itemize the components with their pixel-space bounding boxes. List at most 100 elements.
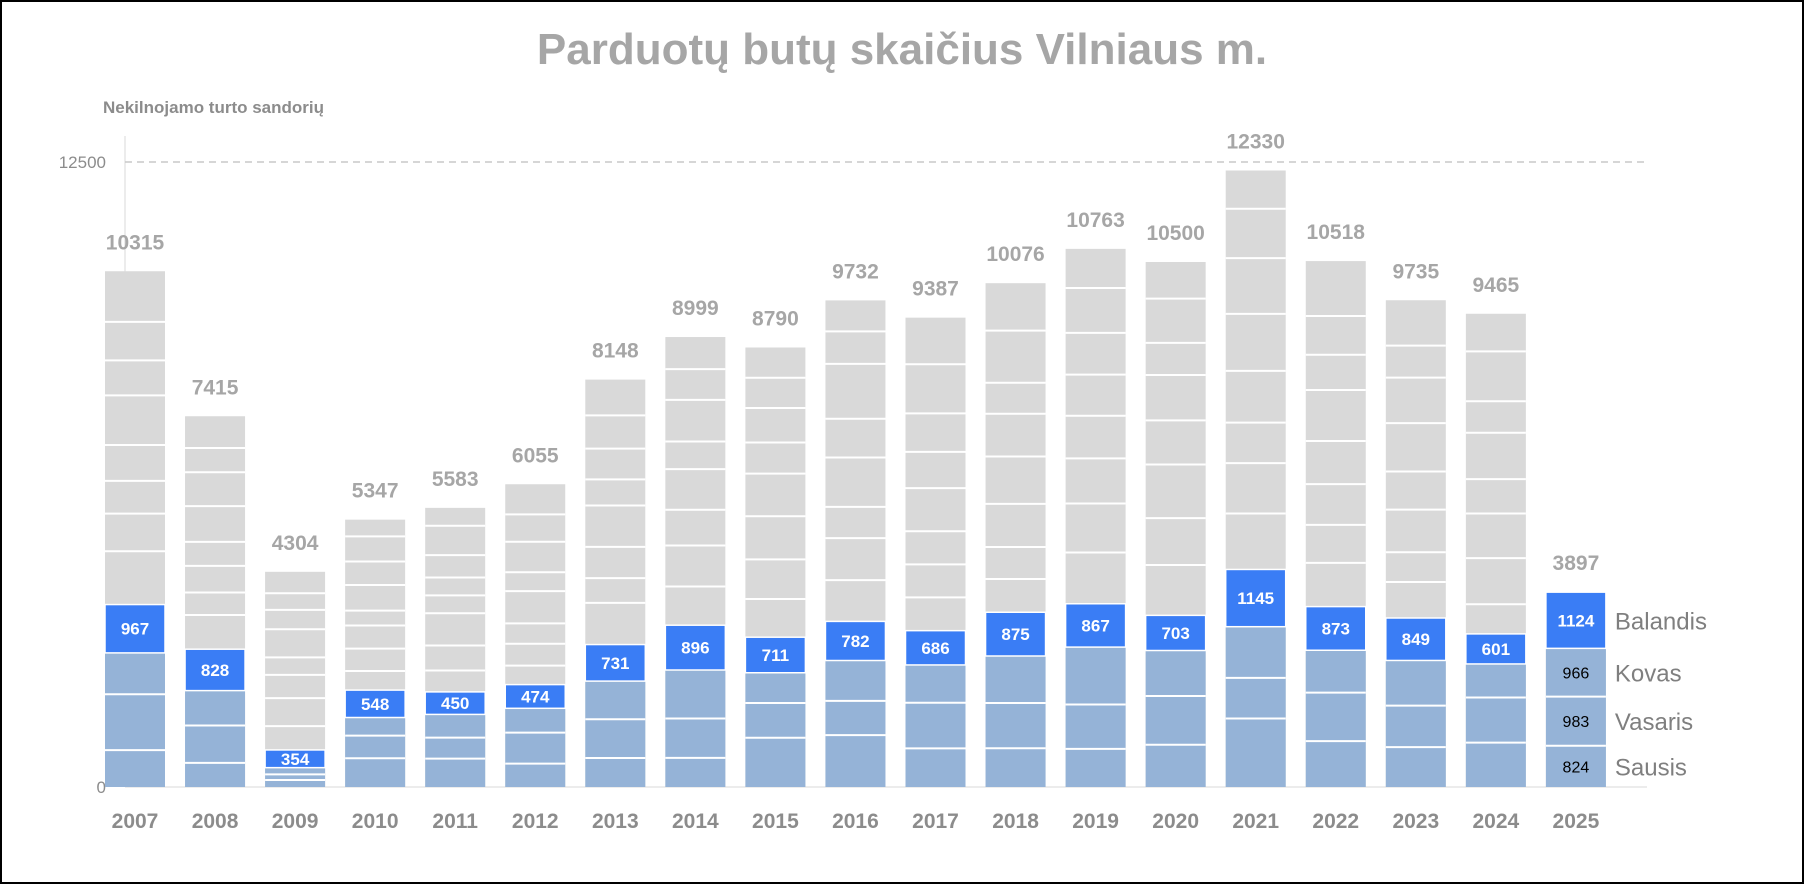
total-data-label: 4304 [272, 532, 319, 555]
total-data-label: 8148 [592, 340, 639, 363]
total-data-label: 9387 [912, 278, 959, 301]
bar-q1 [1145, 650, 1206, 787]
balandis-data-label: 849 [1402, 630, 1430, 649]
bar-q1 [905, 664, 966, 787]
bar-balandis [904, 629, 967, 666]
total-data-label: 12330 [1226, 131, 1284, 154]
x-tick-label: 2014 [672, 810, 719, 833]
bar-q1 [1385, 660, 1446, 787]
x-tick-label: 2013 [592, 810, 639, 833]
x-tick-label: 2022 [1312, 810, 1359, 833]
balandis-data-label: 601 [1482, 640, 1510, 659]
balandis-data-label: 703 [1161, 624, 1189, 643]
balandis-data-label: 828 [201, 661, 229, 680]
bar-q1 [1305, 650, 1366, 787]
month-data-label: 983 [1563, 714, 1590, 731]
y-axis-label: Nekilnojamo turto sandorių [103, 98, 324, 117]
x-tick-label: 2021 [1232, 810, 1279, 833]
bar-balandis [984, 611, 1047, 657]
legend-label-sausis: Sausis [1615, 754, 1687, 781]
x-tick-label: 2025 [1553, 810, 1600, 833]
x-tick-label: 2007 [112, 810, 159, 833]
bar-balandis [344, 689, 406, 719]
total-data-label: 6055 [512, 444, 559, 467]
bar-balandis [1465, 633, 1527, 665]
x-tick-label: 2016 [832, 810, 879, 833]
balandis-data-label: 896 [681, 639, 709, 658]
total-data-label: 10315 [106, 231, 165, 254]
balandis-data-label: 731 [601, 654, 629, 673]
legend-label-vasaris: Vasaris [1615, 709, 1693, 736]
total-data-label: 10518 [1307, 221, 1366, 244]
bar-balandis [104, 603, 166, 654]
bar-q1 [1225, 626, 1286, 787]
bar-balandis [264, 749, 326, 769]
total-data-label: 7415 [192, 376, 239, 399]
x-tick-label: 2011 [432, 810, 478, 833]
balandis-data-label: 782 [841, 632, 869, 651]
bar-balandis [824, 620, 887, 662]
balandis-data-label: 875 [1001, 625, 1029, 644]
total-data-label: 3897 [1553, 552, 1600, 575]
balandis-data-label: 711 [762, 646, 789, 665]
balandis-data-label: 867 [1081, 616, 1109, 635]
bar-balandis [1064, 603, 1127, 648]
balandis-data-label: 1124 [1557, 611, 1594, 630]
x-tick-label: 2020 [1152, 810, 1199, 833]
total-data-label: 8999 [672, 297, 719, 320]
total-data-label: 8790 [752, 308, 799, 331]
bar-balandis [424, 691, 486, 716]
balandis-data-label: 967 [121, 620, 149, 639]
x-tick-label: 2015 [752, 810, 799, 833]
total-data-label: 5583 [432, 468, 479, 491]
legend-label-balandis: Balandis [1615, 608, 1707, 635]
bar-balandis [1385, 617, 1447, 662]
bar-q1 [665, 670, 726, 787]
bar-q1 [585, 681, 646, 787]
bar-q1 [1545, 648, 1606, 787]
plot-area: 0 12500 967 10315 2007 828 7415 2008 354 4304 2009… [59, 131, 1707, 834]
balandis-data-label: 686 [921, 639, 949, 658]
balandis-data-label: 474 [521, 687, 550, 706]
bar-q1 [745, 672, 806, 787]
total-data-label: 5347 [352, 480, 399, 503]
bar-q1 [1065, 647, 1126, 787]
total-data-label: 9732 [832, 260, 879, 283]
bar-balandis [744, 636, 807, 674]
y-tick-label: 12500 [59, 153, 106, 172]
x-tick-label: 2009 [272, 810, 319, 833]
x-tick-label: 2010 [352, 810, 399, 833]
month-data-label: 824 [1563, 759, 1590, 776]
bar-q1 [105, 652, 165, 787]
total-data-label: 9735 [1392, 260, 1439, 283]
bar-balandis [504, 683, 566, 710]
bar-balandis [584, 643, 647, 682]
bar-balandis [1545, 591, 1607, 650]
balandis-data-label: 450 [441, 694, 469, 713]
bar-q1 [505, 708, 566, 787]
balandis-data-label: 1145 [1237, 589, 1274, 608]
bar-q1 [825, 660, 886, 787]
month-data-label: 966 [1563, 666, 1590, 683]
y-tick-label: 0 [97, 778, 106, 797]
total-data-label: 9465 [1472, 274, 1519, 297]
balandis-data-label: 873 [1322, 619, 1350, 638]
bar-balandis [1305, 605, 1367, 651]
x-tick-label: 2023 [1392, 810, 1439, 833]
x-tick-label: 2012 [512, 810, 559, 833]
balandis-data-label: 548 [361, 695, 389, 714]
bar-balandis [184, 648, 246, 692]
total-data-label: 10763 [1066, 209, 1124, 232]
bar-q1 [985, 656, 1046, 787]
balandis-data-label: 354 [281, 750, 310, 769]
bar-balandis [664, 624, 727, 671]
chart-title: Parduotų butų skaičius Vilniaus m. [537, 25, 1267, 74]
x-tick-label: 2019 [1072, 810, 1119, 833]
x-tick-label: 2008 [192, 810, 239, 833]
bar-balandis [1144, 614, 1207, 652]
x-tick-label: 2018 [992, 810, 1039, 833]
bar-q1 [265, 767, 326, 787]
legend-label-kovas: Kovas [1615, 661, 1682, 688]
